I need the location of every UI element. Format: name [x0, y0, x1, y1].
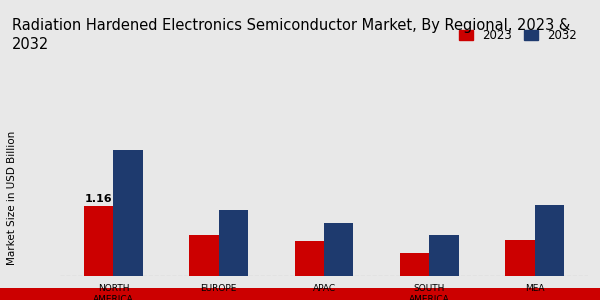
Bar [295, 241, 324, 276]
Bar [189, 235, 219, 276]
Bar [429, 235, 459, 276]
Bar [535, 205, 564, 276]
Text: 1.16: 1.16 [85, 194, 113, 204]
Bar [400, 253, 429, 276]
Text: Radiation Hardened Electronics Semiconductor Market, By Regional, 2023 &
2032: Radiation Hardened Electronics Semicondu… [12, 18, 570, 52]
Legend: 2023, 2032: 2023, 2032 [454, 25, 582, 47]
Bar [113, 150, 143, 276]
Text: Market Size in USD Billion: Market Size in USD Billion [7, 131, 17, 265]
Bar [84, 206, 113, 276]
Bar [219, 210, 248, 276]
Bar [324, 223, 353, 276]
Bar [505, 240, 535, 276]
